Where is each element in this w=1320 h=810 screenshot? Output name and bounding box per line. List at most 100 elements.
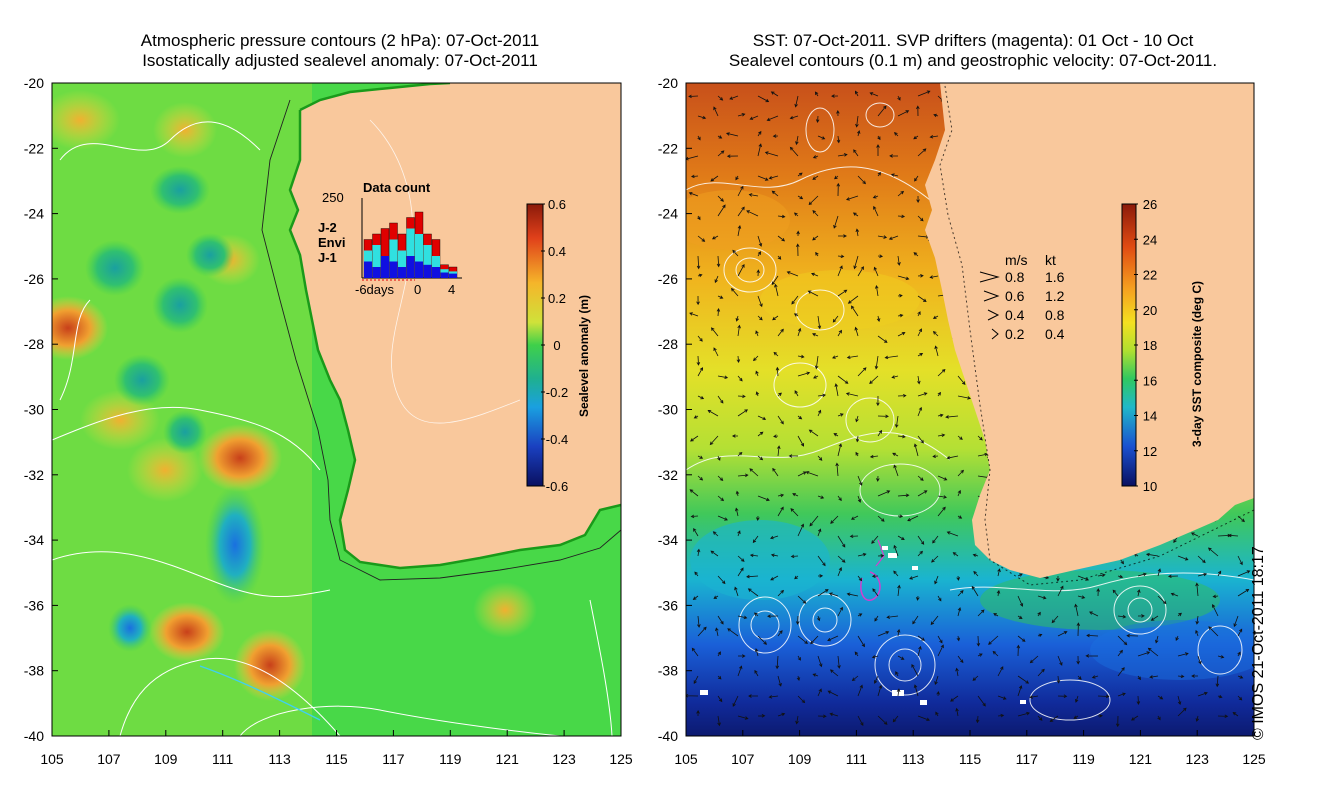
velocity-arrow <box>996 589 1001 597</box>
velocity-arrow <box>957 375 966 385</box>
speed-legend-ms: 0.8 <box>1005 269 1025 285</box>
lon-tick-label: 113 <box>268 751 291 767</box>
velocity-arrow <box>977 695 986 707</box>
velocity-arrow <box>937 506 946 517</box>
velocity-arrow <box>837 655 841 669</box>
velocity-arrow <box>889 154 899 158</box>
velocity-arrow <box>897 313 904 318</box>
velocity-arrow <box>731 434 738 438</box>
sla-high-blob <box>149 602 225 662</box>
left-map-title: Atmospheric pressure contours (2 hPa): 0… <box>60 31 620 71</box>
velocity-arrow <box>817 315 822 330</box>
velocity-arrow <box>1227 533 1239 538</box>
velocity-arrow <box>1115 715 1120 728</box>
velocity-arrow <box>833 215 839 229</box>
velocity-arrow <box>917 392 928 397</box>
velocity-arrow <box>811 272 819 277</box>
velocity-arrow <box>697 626 707 637</box>
speed-legend-kt: 1.6 <box>1045 269 1065 285</box>
velocity-arrow <box>737 113 746 117</box>
colorbar-tick-label: 0.2 <box>548 291 566 306</box>
velocity-arrow <box>852 212 859 217</box>
lon-tick-label: 111 <box>212 751 233 767</box>
velocity-arrow <box>1195 629 1199 637</box>
left-title-line-1: Atmospheric pressure contours (2 hPa): 0… <box>140 31 540 50</box>
velocity-arrow <box>997 666 1004 677</box>
velocity-arrow <box>693 415 699 419</box>
velocity-arrow <box>764 151 779 157</box>
inset-legend-envi: Envi <box>318 235 345 250</box>
velocity-arrow <box>772 315 779 321</box>
velocity-arrow <box>945 415 959 419</box>
sla-high-blob <box>198 424 282 492</box>
velocity-arrow <box>1177 652 1189 657</box>
velocity-arrow <box>771 275 779 286</box>
velocity-arrow <box>854 651 859 657</box>
velocity-arrow <box>853 255 859 270</box>
velocity-arrow <box>857 367 867 377</box>
velocity-arrow <box>717 150 725 157</box>
velocity-arrow <box>713 106 719 117</box>
velocity-arrow <box>1029 655 1039 664</box>
velocity-arrow <box>1237 695 1243 701</box>
velocity-arrow <box>717 675 722 680</box>
velocity-arrow <box>757 635 767 645</box>
lon-tick-label: 107 <box>731 751 755 767</box>
velocity-arrow <box>1117 649 1123 657</box>
velocity-arrow <box>917 550 923 557</box>
sla-colorbar-label: Sealevel anomaly (m) <box>577 295 591 417</box>
velocity-arrow <box>770 553 779 558</box>
pressure-contour <box>52 551 331 598</box>
colorbar-tick-label: -0.6 <box>546 479 568 494</box>
velocity-arrow <box>893 131 899 137</box>
velocity-arrow <box>997 695 1007 700</box>
inset-bar-envi <box>398 250 406 278</box>
velocity-arrow <box>1237 570 1251 577</box>
lat-tick-label: -32 <box>24 467 44 483</box>
velocity-arrow <box>1017 675 1030 684</box>
velocity-arrow <box>717 204 726 217</box>
speed-legend-arrow <box>991 328 999 340</box>
velocity-arrow <box>892 452 899 457</box>
velocity-arrow <box>716 308 721 317</box>
velocity-arrow <box>790 508 799 517</box>
velocity-arrow <box>871 535 879 544</box>
inset-bar-j1 <box>398 267 406 278</box>
velocity-arrow <box>1149 675 1159 679</box>
velocity-arrow <box>877 414 889 419</box>
velocity-arrow <box>873 266 879 277</box>
velocity-arrow <box>1091 675 1099 679</box>
velocity-arrow <box>873 205 879 217</box>
speed-legend-arrow <box>979 271 1000 283</box>
velocity-arrow <box>855 115 859 128</box>
velocity-arrow <box>957 655 964 664</box>
velocity-arrow <box>717 615 724 625</box>
data-count-inset: Data count 250 J-2 Envi J-1 -6days 0 4 <box>318 180 462 297</box>
velocity-arrow <box>1237 675 1244 679</box>
velocity-arrow <box>717 375 729 379</box>
velocity-arrow <box>773 351 779 357</box>
velocity-arrow <box>770 91 779 97</box>
velocity-arrow <box>686 693 699 698</box>
velocity-arrow <box>992 650 999 657</box>
speed-legend-kt: 0.4 <box>1045 326 1065 342</box>
cloud-gap <box>888 553 897 558</box>
velocity-arrow <box>1157 695 1164 700</box>
velocity-arrow <box>1126 633 1139 638</box>
velocity-arrow <box>1195 715 1200 722</box>
velocity-arrow <box>777 415 784 425</box>
velocity-arrow <box>937 635 943 644</box>
velocity-arrow <box>857 684 863 697</box>
velocity-arrow <box>777 630 783 637</box>
velocity-arrow <box>1175 635 1179 641</box>
velocity-arrow <box>897 514 904 518</box>
velocity-arrow <box>897 110 910 117</box>
velocity-arrow <box>955 707 959 717</box>
velocity-arrow <box>937 369 946 377</box>
velocity-arrow <box>836 182 841 197</box>
velocity-arrow <box>1197 691 1208 697</box>
velocity-arrow <box>1177 612 1182 617</box>
velocity-arrow <box>1157 715 1161 721</box>
velocity-arrow <box>1217 714 1229 719</box>
